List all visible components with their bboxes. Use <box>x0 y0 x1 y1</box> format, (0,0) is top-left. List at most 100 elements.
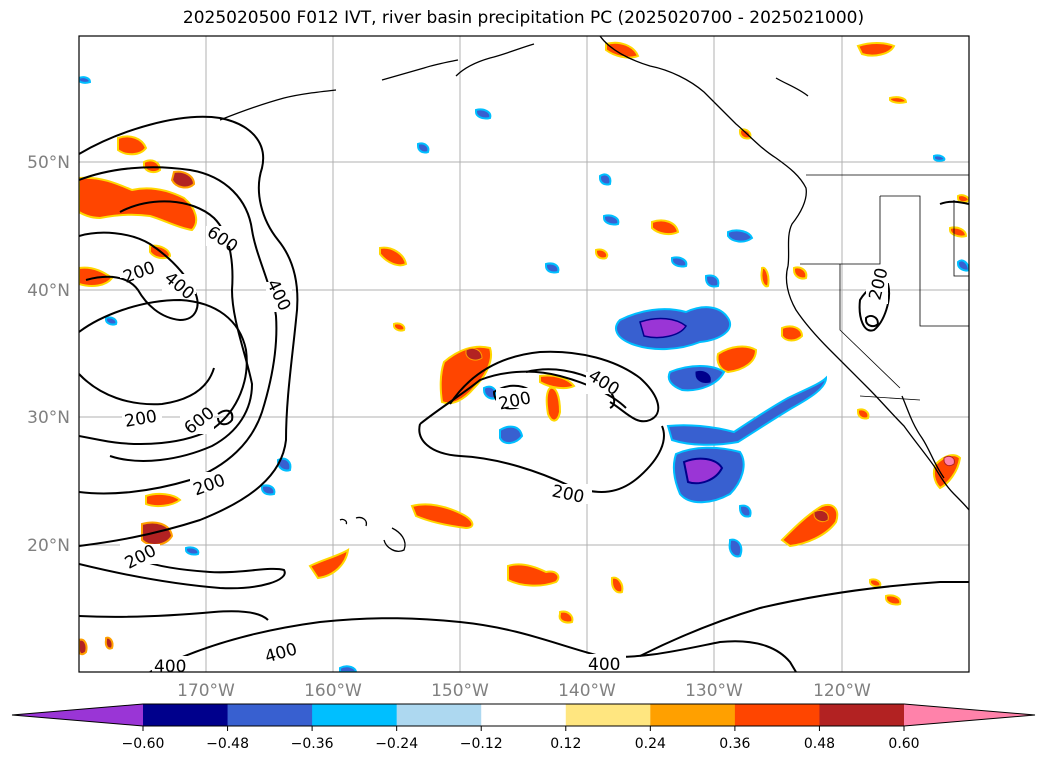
label-bg <box>550 484 592 504</box>
precip-positive-patch <box>145 492 182 508</box>
label-bg <box>262 640 302 662</box>
precip-negative-patch <box>667 365 726 392</box>
precip-positive-patch <box>889 96 908 104</box>
lat-label-40n: 40°N <box>27 281 70 301</box>
precip-positive-patch <box>793 266 808 280</box>
map-frame <box>78 35 970 673</box>
label-bg <box>120 260 156 278</box>
precip-positive-patch <box>957 194 969 204</box>
precip-negative-patch <box>185 546 200 556</box>
precip-negative-patch <box>671 256 688 268</box>
coastlines <box>219 36 969 552</box>
label-bg <box>190 472 230 492</box>
precip-negative-patch <box>545 262 560 274</box>
ivt-contour-200-central <box>449 350 660 423</box>
precip-positive-patch <box>558 610 574 624</box>
ivt-contour-inner <box>79 231 199 322</box>
colorbar-tick-label: 0.48 <box>804 736 835 752</box>
precip-positive-patch <box>869 578 882 588</box>
ivt-contour-400 <box>79 166 278 495</box>
precip-positive-patch <box>595 248 609 260</box>
label-bg <box>162 274 196 294</box>
label-bg <box>866 266 888 304</box>
precip-positive-patch <box>170 170 196 189</box>
precip-negative-patch <box>339 665 358 672</box>
precip-positive-patch <box>439 345 492 405</box>
north-america-coast <box>599 36 969 511</box>
longitude-labels: 170°W 160°W 150°W 140°W 130°W 120°W <box>177 681 871 701</box>
label-bg <box>180 410 214 434</box>
label-bg <box>586 654 626 672</box>
lon-label-140w: 140°W <box>558 681 616 701</box>
precip-negative-patch <box>933 154 946 162</box>
state-border <box>880 195 969 327</box>
label-bg <box>206 226 240 246</box>
precip-positive-patch <box>739 128 752 140</box>
ivt-contour-200-south <box>79 559 286 590</box>
colorbar-extend-high <box>904 704 1035 726</box>
colorbar-segment <box>227 704 313 726</box>
precip-positive-patch <box>379 246 408 267</box>
precip-negative-patch <box>695 371 711 383</box>
label-bg <box>266 282 292 312</box>
ivt-contour-small <box>217 409 234 426</box>
hawaii-island <box>339 518 348 525</box>
precip-negative-patch <box>475 108 492 120</box>
baja-coast <box>901 395 945 479</box>
colorbar-segment <box>565 704 651 726</box>
colorbar-segment <box>819 704 905 726</box>
hawaii-island <box>383 527 406 552</box>
precip-negative-patch <box>499 425 524 444</box>
ivt-contour-coast <box>939 200 969 205</box>
colorbar-tick-label: −0.60 <box>122 736 165 752</box>
lon-label-160w: 160°W <box>304 681 362 701</box>
precip-negative-patch <box>739 504 752 518</box>
us-mexico-border <box>859 395 921 401</box>
precip-negative-patch <box>417 142 430 154</box>
precip-negative-patch <box>666 375 828 446</box>
precip-positive-patch <box>856 42 896 57</box>
label-bg <box>152 656 194 672</box>
colorbar-tick-label: −0.36 <box>291 736 334 752</box>
precip-positive-patch <box>651 219 680 236</box>
precip-positive-patch <box>410 503 474 530</box>
precip-positive-patch <box>465 347 483 361</box>
colorbar-segment <box>396 704 482 726</box>
precip-positive-patch <box>760 266 770 288</box>
contour-label: 400 <box>154 657 186 677</box>
contour-label: 400 <box>588 655 620 675</box>
borders <box>800 174 969 401</box>
precip-positive-patch <box>308 548 350 580</box>
ivt-contour-inner <box>79 298 248 445</box>
hawaii-island <box>355 516 368 527</box>
precip-anomaly-fill <box>79 41 969 672</box>
island <box>775 77 809 97</box>
ivt-contour-inner <box>79 367 215 406</box>
lon-label-150w: 150°W <box>431 681 489 701</box>
lon-label-120w: 120°W <box>813 681 871 701</box>
ivt-contour-400-bottom <box>149 617 797 672</box>
precip-negative-patch <box>682 457 724 485</box>
ivt-contour-200 <box>79 115 299 547</box>
precip-negative-patch <box>79 76 92 84</box>
aleutian-islands <box>219 89 337 121</box>
precip-positive-patch <box>605 41 640 59</box>
precip-positive-patch <box>79 266 114 287</box>
label-bg <box>586 372 624 394</box>
precip-positive-patch <box>545 386 562 422</box>
colorbar-tick-label: 0.36 <box>719 736 750 752</box>
precip-positive-patch <box>813 509 829 523</box>
ivt-contour-400-south <box>79 610 269 621</box>
colorbar-tick-label: 0.12 <box>550 736 581 752</box>
precip-negative-patch <box>639 317 687 339</box>
label-bg <box>120 544 160 564</box>
precip-positive-patch <box>117 135 148 156</box>
precip-negative-patch <box>599 173 612 186</box>
precip-positive-patch <box>507 563 560 587</box>
precip-negative-patch <box>727 229 754 243</box>
map-title: 2025020500 F012 IVT, river basin precipi… <box>182 8 865 28</box>
precip-positive-patch <box>781 325 804 342</box>
ivt-contour-200-bottom <box>639 581 969 657</box>
lat-label-20n: 20°N <box>27 536 70 556</box>
